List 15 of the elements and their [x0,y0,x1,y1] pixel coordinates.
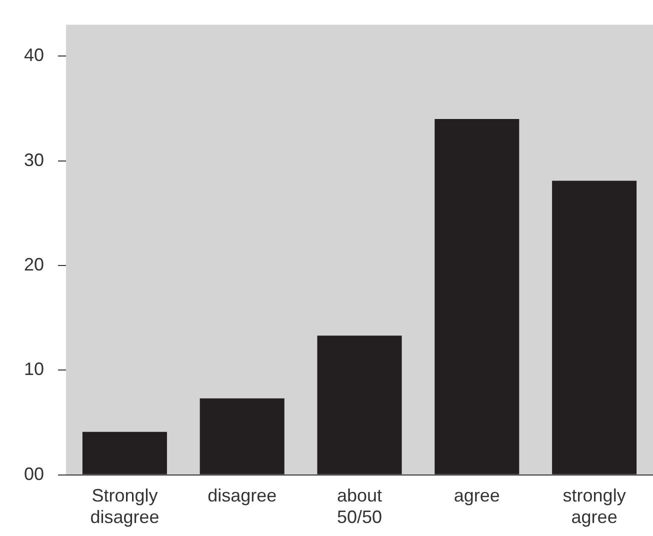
bar [200,398,284,474]
x-tick-label: Strongly disagree [90,486,160,528]
y-tick-label: 40 [24,45,44,66]
y-tick-label: 30 [24,150,44,170]
y-tick-label: 00 [24,464,44,484]
y-tick-label: 10 [24,359,44,380]
y-tick-label: 20 [24,254,44,274]
bar [82,432,167,474]
bar [317,336,402,474]
x-tick-label: about 50/50 [336,486,382,528]
x-tick-label: strongly agree [562,486,626,528]
bar [552,180,637,474]
bar [434,118,520,474]
x-tick-label: disagree [208,486,277,506]
x-tick-label: agree [454,486,500,506]
